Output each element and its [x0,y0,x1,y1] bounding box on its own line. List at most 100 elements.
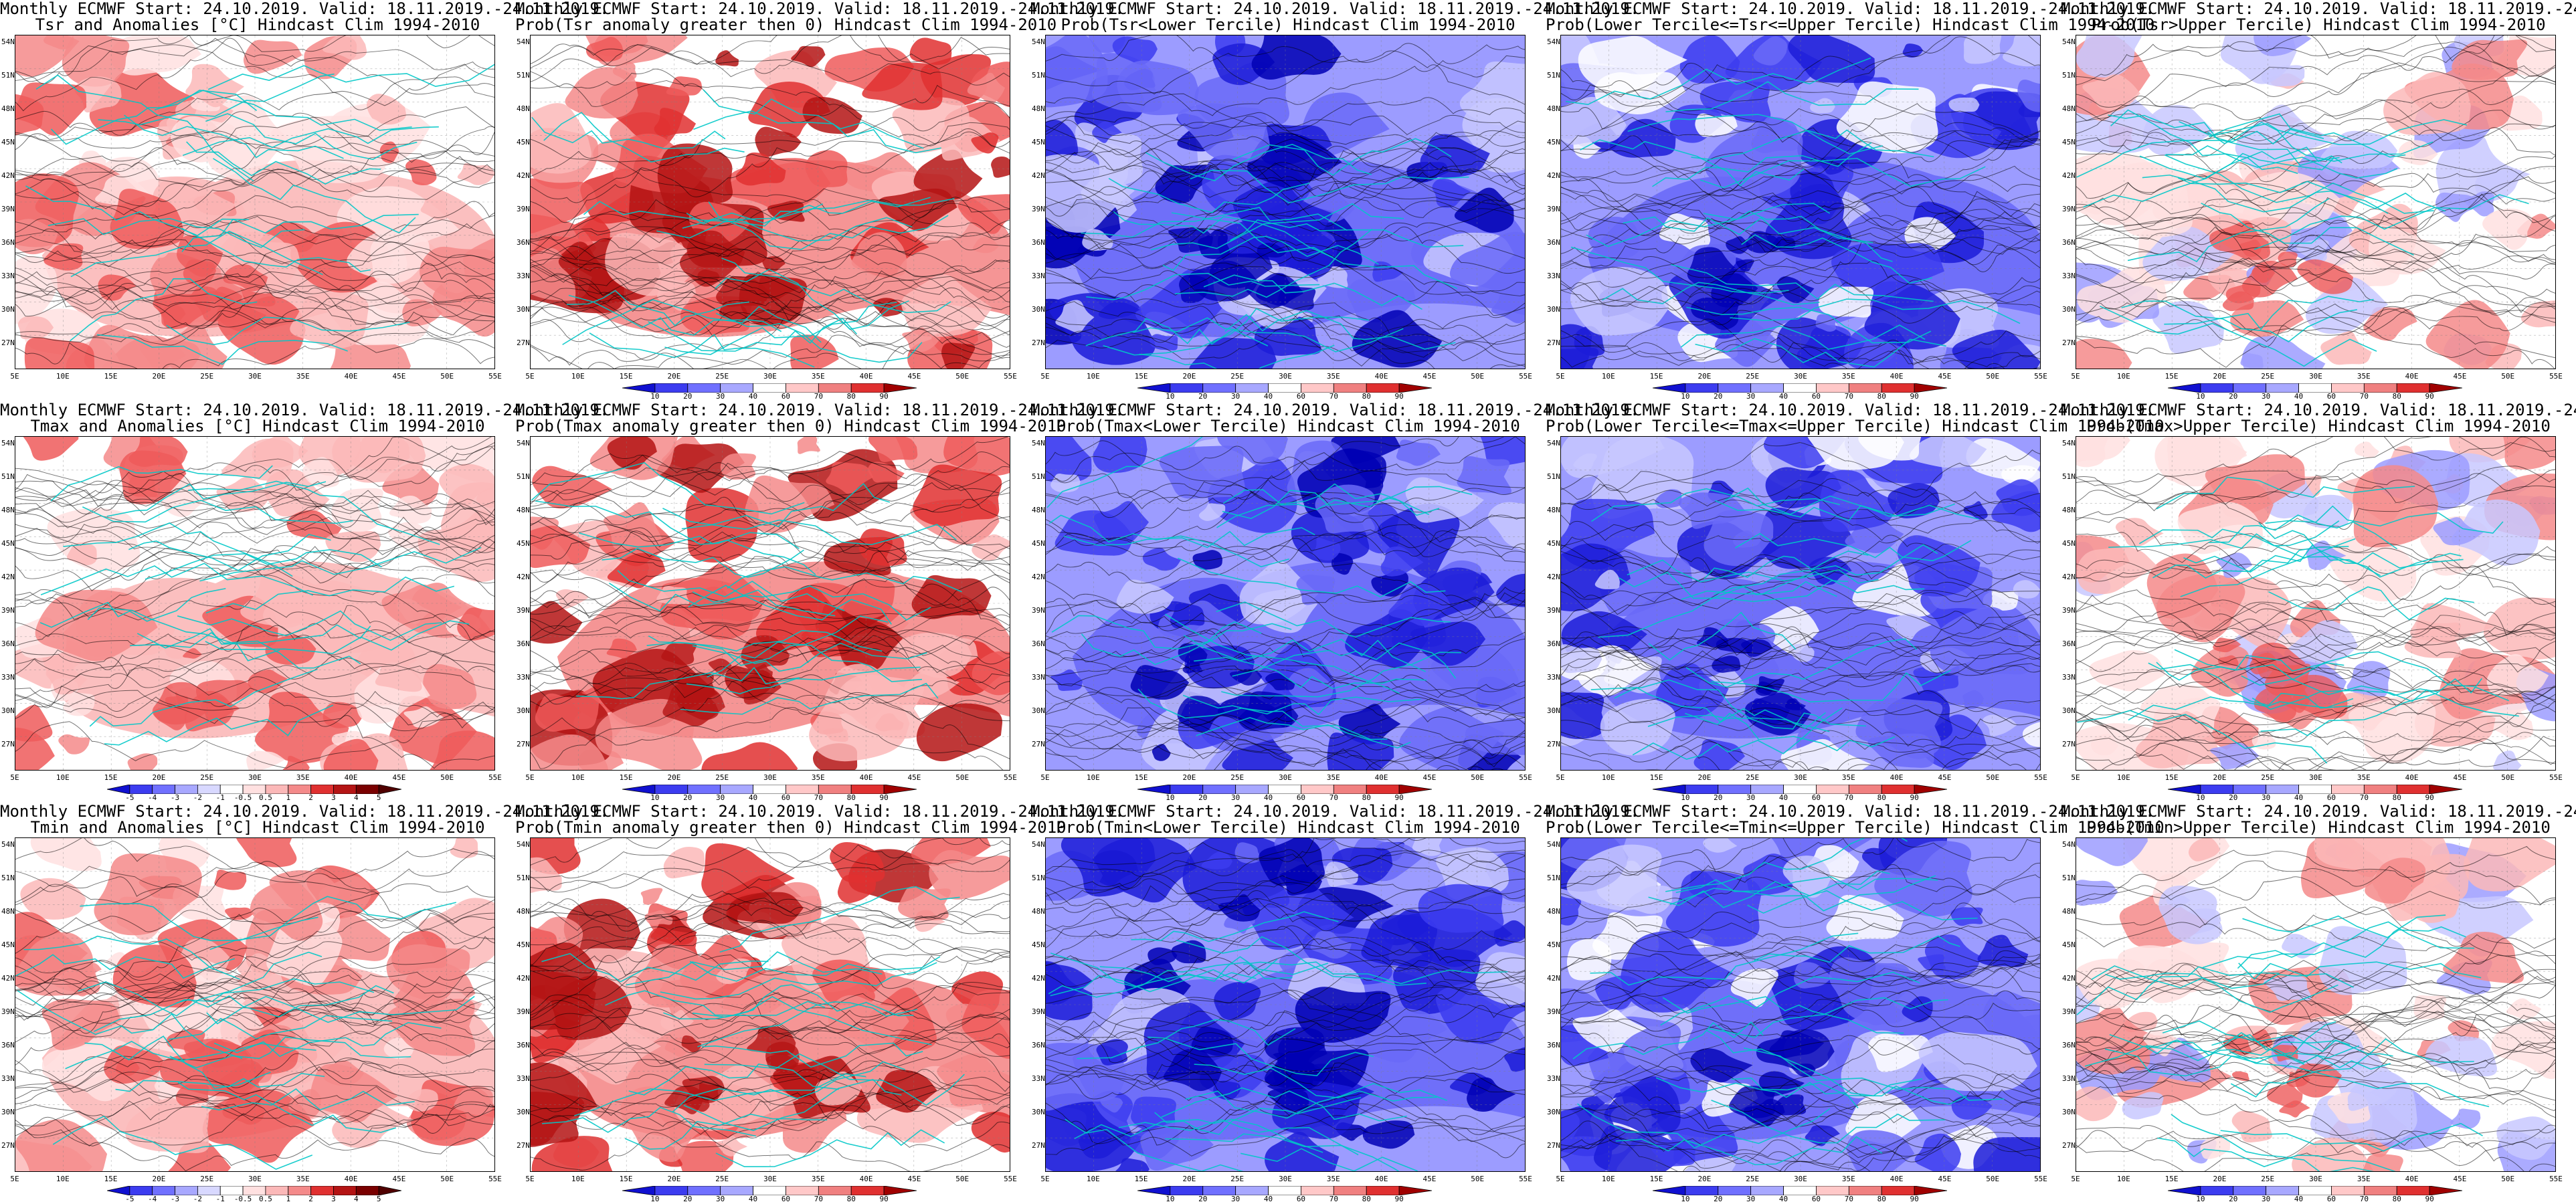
forecast-map [2076,837,2556,1172]
colorbar-tick-label: 80 [1362,793,1371,802]
lat-label: 51N [2062,472,2076,481]
lat-label: 36N [1547,639,1560,648]
colorbar-tick-label: 30 [2262,392,2271,401]
colorbar [1137,383,1433,393]
lon-label: 55E [2034,1175,2047,1183]
lon-label: 5E [10,1175,19,1183]
lat-label: 30N [1,706,15,715]
lon-label: 40E [344,372,358,381]
lat-label: 36N [1032,1041,1045,1049]
colorbar-tick-label: 90 [1910,793,1919,802]
lat-label: 27N [1032,1141,1045,1150]
lat-label: 39N [2062,205,2076,213]
lon-label: 35E [811,1175,825,1183]
colorbar-labels: 10 20 30 40 60 70 80 90 [622,1195,917,1204]
lat-label: 51N [517,71,530,80]
colorbar-tick-label: 60 [2326,793,2336,802]
lon-label: 30E [1279,773,1292,782]
colorbar-tick-label: 90 [879,392,889,401]
colorbar-tick-label: 80 [2392,392,2401,401]
colorbar-tick-label: 10 [650,392,660,401]
lat-label: 39N [1,1007,15,1016]
lat-label: 27N [2062,338,2076,347]
lat-label: 27N [517,338,530,347]
lat-label: 27N [1547,1141,1560,1150]
colorbar [622,383,917,393]
lon-label: 25E [715,372,729,381]
lat-label: 48N [1032,907,1045,916]
lat-label: 54N [1032,439,1045,447]
colorbar-tick-label: 40 [1263,392,1273,401]
map-panel-p35: Monthly ECMWF Start: 24.10.2019. Valid: … [2061,803,2576,1204]
lon-label: 30E [763,372,777,381]
lat-label: 45N [1,539,15,548]
lat-label: 54N [517,37,530,46]
lon-label: 35E [811,773,825,782]
forecast-map [1560,436,2041,771]
colorbar-tick-label: 20 [1198,1195,1208,1203]
lon-label: 30E [248,1175,262,1183]
colorbar-tick-label: 80 [1362,1195,1371,1203]
colorbar-tick-label: 60 [1296,793,1306,802]
colorbar-tick-label: 30 [716,392,725,401]
colorbar-tick-label: -5 [125,793,134,802]
lat-label: 48N [1,104,15,113]
lon-label: 5E [10,372,19,381]
lat-label: 51N [1032,874,1045,882]
lat-label: 45N [2062,138,2076,146]
colorbar-tick-label: 60 [1811,392,1821,401]
lon-label: 10E [571,773,585,782]
forecast-map [15,436,495,771]
lon-label: 20E [1182,773,1196,782]
colorbar-tick-label: 60 [1296,1195,1306,1203]
panel-title-line2: Prob(Tmin anomaly greater then 0) Hindca… [515,818,1067,837]
panel-title-line1: Monthly ECMWF Start: 24.10.2019. Valid: … [1546,401,2155,419]
lon-label: 45E [907,1175,921,1183]
lon-label: 45E [1938,372,1952,381]
colorbar-labels: 10 20 30 40 60 70 80 90 [622,793,917,803]
lat-label: 45N [1,138,15,146]
panel-title-line1: Monthly ECMWF Start: 24.10.2019. Valid: … [515,802,1125,821]
colorbar-tick-label: 30 [2262,1195,2271,1203]
colorbar-tick-label: 40 [1263,793,1273,802]
map-panel-p22: Monthly ECMWF Start: 24.10.2019. Valid: … [515,401,1124,803]
panel-title-line1: Monthly ECMWF Start: 24.10.2019. Valid: … [1030,401,1640,419]
forecast-map [1045,837,1526,1172]
lon-label: 40E [1890,1175,1904,1183]
colorbar-tick-label: 60 [1811,793,1821,802]
lat-label: 48N [1547,907,1560,916]
panel-title-line1: Monthly ECMWF Start: 24.10.2019. Valid: … [2061,401,2576,419]
lon-label: 55E [1519,372,1532,381]
colorbar-tick-label: 0.5 [258,793,272,802]
colorbar-tick-label: -0.5 [234,793,252,802]
lon-label: 40E [1374,372,1388,381]
lat-label: 39N [517,1007,530,1016]
panel-title-line2: Prob(Tmax anomaly greater then 0) Hindca… [515,417,1067,435]
colorbar-tick-label: 70 [814,793,823,802]
panel-title-line2: Prob(Tmax>Upper Tercile) Hindcast Clim 1… [2086,417,2551,435]
colorbar-labels: 10 20 30 40 60 70 80 90 [1137,793,1432,803]
lon-label: 15E [104,773,118,782]
lat-label: 48N [1547,104,1560,113]
colorbar-tick-label: -3 [170,793,180,802]
lon-label: 55E [488,773,502,782]
colorbar-tick-label: 70 [2359,392,2369,401]
colorbar-tick-label: -5 [125,1195,134,1203]
lat-label: 54N [1,840,15,849]
colorbar-tick-label: 70 [1329,392,1338,401]
lon-label: 20E [667,372,681,381]
colorbar-tick-label: -1 [215,793,225,802]
lat-label: 36N [1,639,15,648]
lon-label: 10E [571,372,585,381]
panel-title-line1: Monthly ECMWF Start: 24.10.2019. Valid: … [1546,802,2155,821]
colorbar-tick-label: 20 [1714,793,1723,802]
lon-label: 30E [2309,1175,2322,1183]
colorbar-tick-label: 20 [2229,1195,2238,1203]
lon-label: 45E [1422,1175,1437,1183]
colorbar-tick-label: 2 [308,1195,313,1203]
lon-label: 35E [1326,1175,1340,1183]
lat-label: 33N [1032,673,1045,682]
colorbar-labels: -5 -4 -3 -2 -1 -0.5 0.5 1 2 3 4 5 [107,1195,401,1204]
lon-label: 45E [2453,1175,2467,1183]
lon-label: 25E [1230,372,1245,381]
